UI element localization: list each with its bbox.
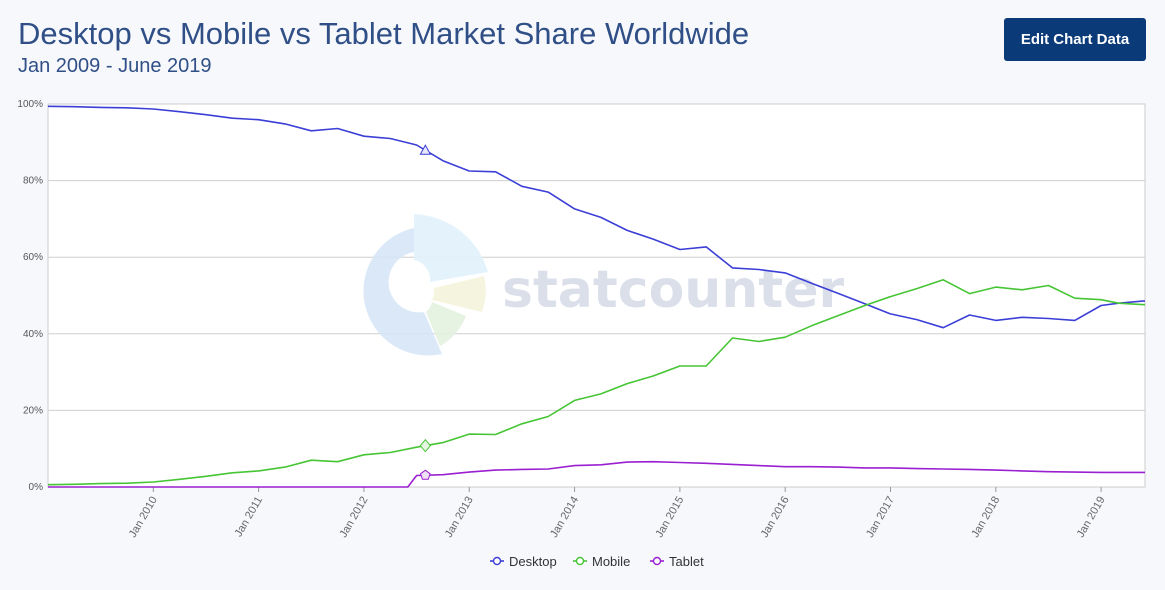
legend-swatch-dot bbox=[652, 556, 662, 566]
series-lines bbox=[47, 105, 1146, 488]
legend-label: Desktop bbox=[509, 554, 557, 569]
x-tick-label: Jan 2011 bbox=[233, 495, 266, 539]
mobile-marker bbox=[419, 438, 432, 453]
series-line-mobile bbox=[47, 279, 1146, 486]
legend-item-tablet[interactable]: Tablet bbox=[650, 554, 704, 569]
legend-item-mobile[interactable]: Mobile bbox=[573, 554, 630, 569]
edit-chart-data-button[interactable]: Edit Chart Data bbox=[1004, 18, 1146, 61]
watermark-logo-segment-yellow bbox=[432, 276, 486, 312]
legend-label: Mobile bbox=[592, 554, 630, 569]
legend-swatch-dot bbox=[492, 556, 502, 566]
series-markers bbox=[419, 144, 432, 480]
y-tick-label: 20% bbox=[23, 405, 43, 416]
page-subtitle: Jan 2009 - June 2019 bbox=[18, 55, 212, 77]
x-tick-label: Jan 2015 bbox=[653, 495, 686, 540]
y-tick-label: 80% bbox=[23, 176, 43, 187]
legend-swatch-dot bbox=[575, 556, 585, 566]
grid-lines bbox=[48, 180, 1145, 411]
x-tick-label: Jan 2013 bbox=[443, 495, 476, 540]
statcounter-watermark: statcounter bbox=[363, 214, 844, 356]
y-axis: 0% 20% 40% 60% 80% 100% bbox=[17, 99, 43, 493]
legend-item-desktop[interactable]: Desktop bbox=[490, 554, 557, 569]
series-line-desktop bbox=[47, 105, 1146, 329]
watermark-logo-segment-green bbox=[426, 302, 466, 346]
x-tick-label: Jan 2019 bbox=[1075, 495, 1108, 540]
y-tick-label: 40% bbox=[23, 329, 43, 340]
series-line-tablet bbox=[48, 460, 1145, 488]
legend-label: Tablet bbox=[669, 554, 704, 569]
watermark-logo-segment-blue bbox=[363, 228, 442, 356]
x-tick-label: Jan 2016 bbox=[759, 495, 792, 540]
legend: Desktop Mobile Tablet bbox=[490, 554, 704, 569]
plot-area bbox=[47, 103, 1146, 488]
x-axis: Jan 2010 Jan 2011 Jan 2012 Jan 2013 Jan 2014… bbox=[127, 487, 1108, 540]
x-tick-label: Jan 2010 bbox=[127, 495, 160, 540]
x-tick-label: Jan 2017 bbox=[864, 495, 897, 540]
watermark-logo-segment-cyan bbox=[414, 214, 488, 282]
tablet-marker bbox=[420, 469, 431, 480]
x-tick-label: Jan 2018 bbox=[969, 495, 1002, 540]
x-tick-label: Jan 2012 bbox=[338, 495, 371, 540]
page-title: Desktop vs Mobile vs Tablet Market Share… bbox=[18, 16, 750, 51]
y-tick-label: 100% bbox=[17, 99, 43, 110]
desktop-marker bbox=[419, 144, 432, 155]
watermark-text: statcounter bbox=[502, 260, 844, 320]
x-tick-label: Jan 2014 bbox=[548, 495, 581, 540]
y-tick-label: 0% bbox=[29, 482, 44, 493]
y-tick-label: 60% bbox=[23, 252, 43, 263]
